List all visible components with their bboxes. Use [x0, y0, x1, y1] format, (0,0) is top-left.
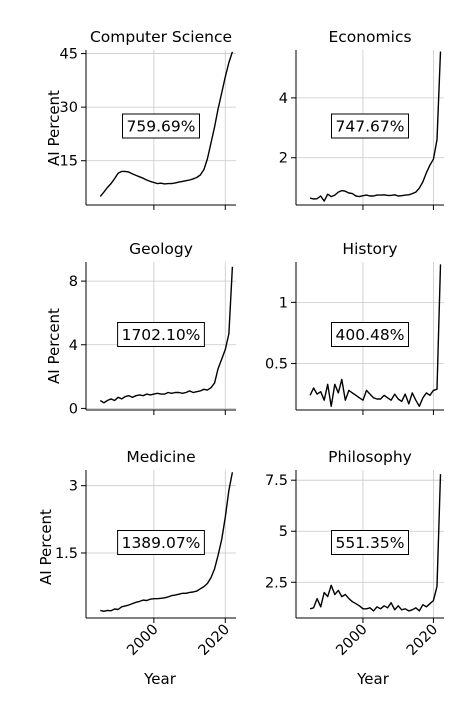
annotation-label: 551.35% — [336, 534, 405, 552]
series-line — [309, 264, 442, 407]
y-tick-label: 0.5 — [265, 357, 288, 373]
subplot: 0 4 8 Geology 1702.10% — [69, 240, 236, 417]
x-tick-label: 2000 — [124, 622, 161, 659]
y-tick-label: 7.5 — [265, 473, 288, 489]
y-tick-label: 1 — [279, 295, 288, 311]
subplot: 15 30 45 Computer Science 759.69% — [60, 28, 236, 210]
series-line — [99, 51, 234, 197]
subplot: 0.5 1 History 400.48% — [265, 240, 444, 415]
subplot-title: Philosophy — [328, 448, 412, 466]
y-tick-label: 30 — [60, 100, 78, 116]
series-line — [309, 474, 442, 612]
subplot-title: Geology — [129, 240, 193, 258]
annotation-box — [331, 530, 409, 555]
y-tick-label: 0 — [69, 401, 78, 417]
annotation-label: 747.67% — [336, 117, 405, 135]
annotation-label: 1389.07% — [122, 534, 201, 552]
series-line — [100, 472, 234, 612]
y-tick-label: 2.5 — [265, 575, 288, 591]
x-tick-label: 2000 — [333, 622, 370, 659]
series-line — [309, 51, 442, 202]
subplot: 1.5 3 2000 2020 Medicine 1389.07% — [55, 448, 236, 659]
x-tick-label: 2020 — [404, 622, 441, 659]
y-axis-label: AI Percent — [45, 90, 63, 166]
subplot: 2 4 Economics 747.67% — [279, 28, 444, 210]
y-axis-label: AI Percent — [45, 308, 63, 384]
y-tick-label: 2 — [279, 151, 288, 167]
y-tick-label: 1.5 — [55, 546, 78, 562]
annotation-box — [331, 113, 409, 139]
subplot-title: Economics — [328, 28, 411, 46]
subplot-title: Medicine — [126, 448, 195, 466]
y-tick-label: 3 — [69, 479, 78, 495]
annotation-box — [117, 530, 205, 555]
y-tick-label: 15 — [60, 154, 78, 170]
annotation-label: 759.69% — [127, 117, 196, 135]
x-axis-label: Year — [356, 670, 390, 688]
y-axis-label: AI Percent — [37, 509, 55, 585]
annotation-label: 1702.10% — [122, 326, 201, 344]
annotation-box — [117, 322, 205, 347]
series-line — [99, 266, 234, 404]
y-tick-label: 5 — [279, 524, 288, 540]
annotation-label: 400.48% — [336, 326, 405, 344]
subplot-title: History — [342, 240, 397, 258]
annotation-box — [122, 113, 200, 139]
subplot-title: Computer Science — [90, 28, 232, 46]
y-tick-label: 8 — [69, 274, 78, 290]
x-axis-label: Year — [143, 670, 177, 688]
subplot: 2.5 5 7.5 2000 2020 Philosophy 551.35% — [265, 448, 444, 659]
x-tick-label: 2020 — [196, 622, 233, 659]
y-tick-label: 45 — [60, 47, 78, 63]
y-tick-label: 4 — [69, 338, 78, 354]
y-tick-label: 4 — [279, 91, 288, 107]
annotation-box — [331, 322, 409, 347]
